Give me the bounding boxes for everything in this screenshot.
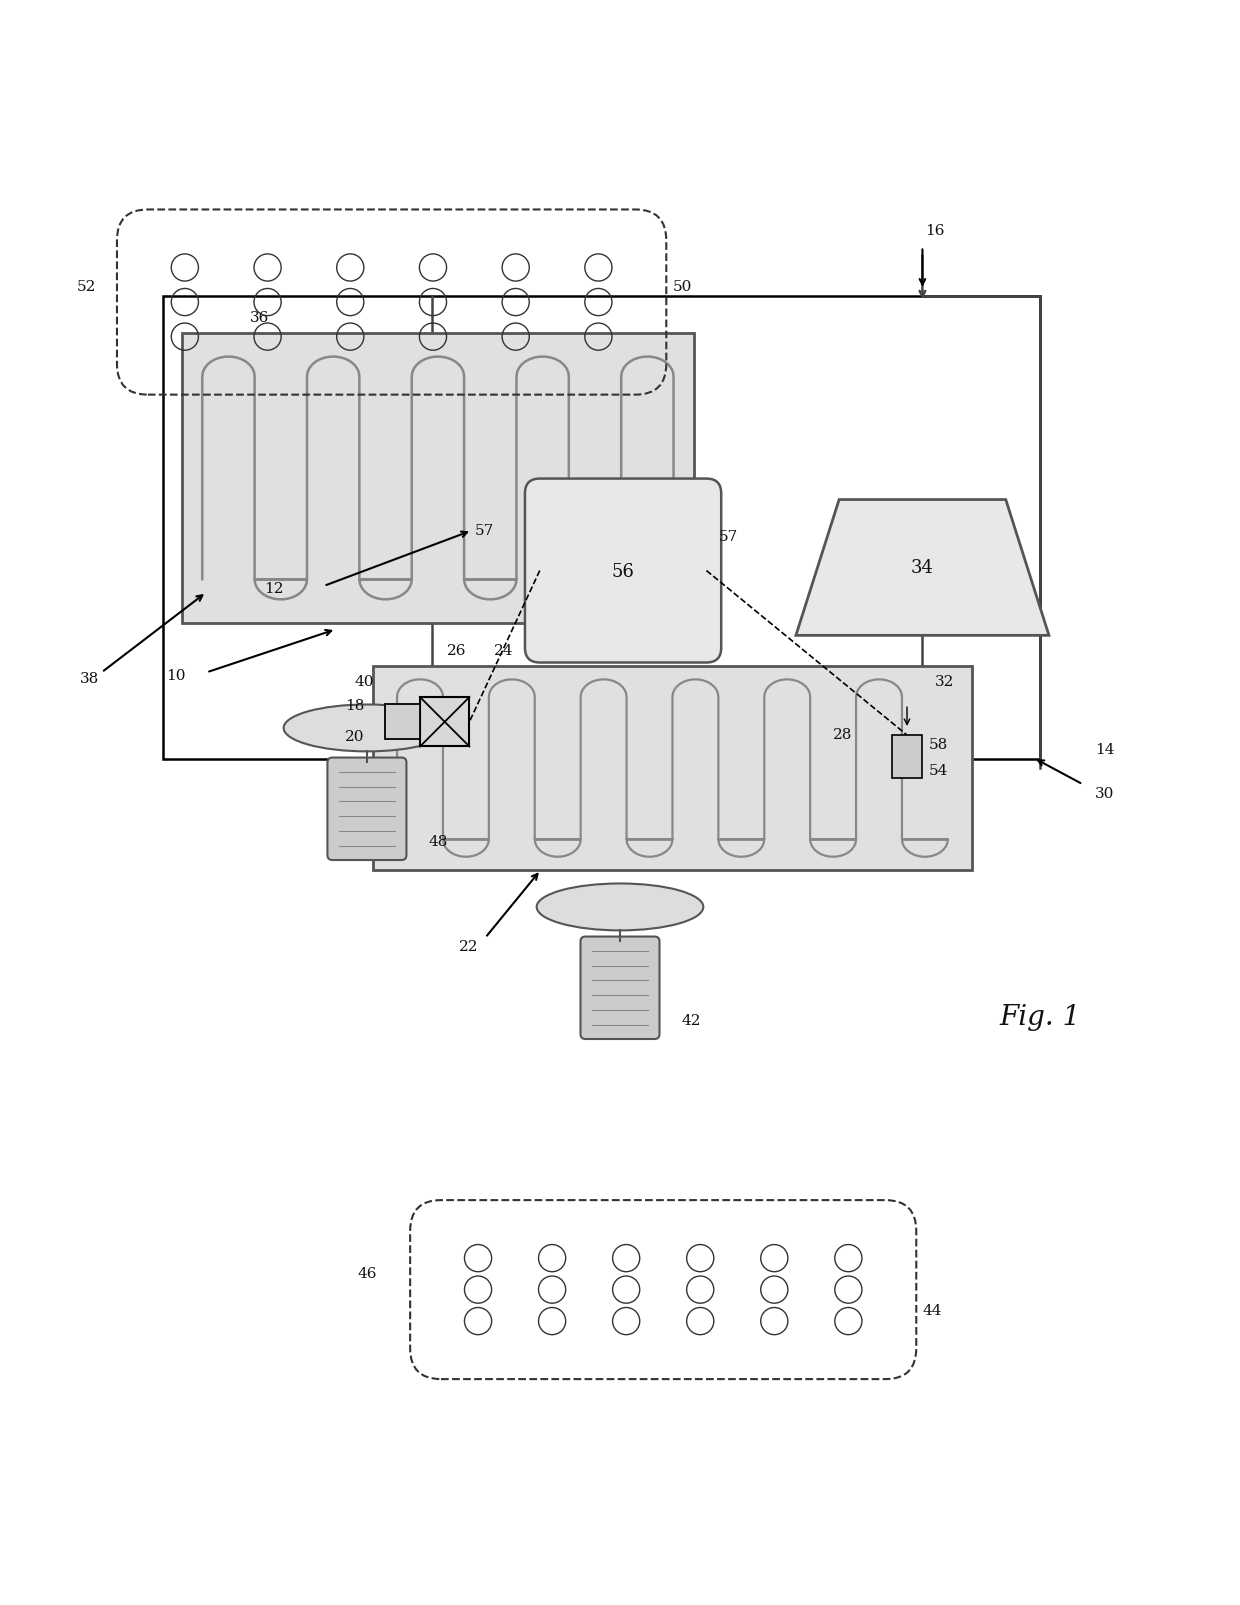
- Text: 42: 42: [682, 1014, 702, 1027]
- Text: 40: 40: [355, 674, 374, 689]
- Bar: [373, 666, 972, 870]
- Text: 54: 54: [929, 764, 949, 777]
- Bar: [420, 698, 470, 746]
- FancyBboxPatch shape: [327, 758, 407, 860]
- Bar: [892, 735, 923, 778]
- Text: 14: 14: [1095, 743, 1115, 758]
- Text: 20: 20: [345, 730, 365, 743]
- Text: 48: 48: [429, 835, 448, 849]
- Text: 26: 26: [448, 644, 466, 658]
- Bar: [386, 705, 420, 740]
- Text: 58: 58: [929, 738, 947, 751]
- Polygon shape: [796, 501, 1049, 636]
- Text: 44: 44: [923, 1303, 942, 1318]
- FancyBboxPatch shape: [580, 937, 660, 1040]
- Bar: [164, 297, 1039, 759]
- Text: 36: 36: [249, 310, 269, 324]
- Text: 32: 32: [935, 674, 954, 689]
- Text: 10: 10: [166, 668, 185, 682]
- Text: 50: 50: [672, 279, 692, 294]
- Text: 46: 46: [357, 1266, 377, 1281]
- Text: 18: 18: [345, 700, 365, 713]
- Text: 56: 56: [611, 562, 635, 579]
- Text: 30: 30: [1095, 786, 1115, 801]
- Text: 34: 34: [911, 559, 934, 578]
- Bar: [182, 334, 694, 624]
- Text: 57: 57: [475, 523, 494, 538]
- FancyBboxPatch shape: [525, 480, 722, 663]
- Text: 28: 28: [832, 727, 852, 742]
- Text: 16: 16: [925, 223, 945, 238]
- Ellipse shape: [537, 884, 703, 931]
- Text: 38: 38: [79, 672, 99, 685]
- Text: 12: 12: [264, 581, 284, 595]
- Ellipse shape: [284, 705, 450, 751]
- Text: Fig. 1: Fig. 1: [999, 1003, 1080, 1030]
- Text: 24: 24: [494, 644, 513, 658]
- Text: 52: 52: [77, 279, 95, 294]
- Text: 57: 57: [719, 530, 738, 544]
- Text: 22: 22: [459, 939, 479, 953]
